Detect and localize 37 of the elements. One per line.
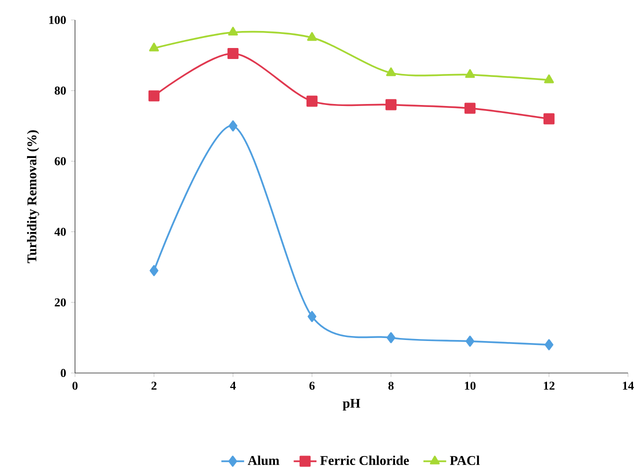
- y-tick-label: 60: [54, 157, 66, 166]
- y-tick-label: 0: [60, 368, 66, 378]
- point: [466, 336, 474, 347]
- y-tick-label: 80: [54, 86, 66, 95]
- point: [386, 332, 396, 344]
- y-tick-label: 20: [54, 298, 66, 306]
- y-tick-label: 100: [49, 16, 66, 24]
- x-tick-label: 12: [544, 382, 554, 390]
- point: [307, 32, 317, 41]
- point: [386, 67, 396, 76]
- x-tick-label: 14: [622, 382, 634, 390]
- point: [228, 26, 238, 36]
- legend-label: Ferric Chloride: [320, 456, 409, 465]
- point: [543, 113, 555, 124]
- point: [308, 310, 316, 322]
- point: [148, 90, 160, 102]
- point: [227, 48, 239, 60]
- x-tick-label: 10: [464, 382, 476, 390]
- legend-label: PACl: [450, 456, 480, 465]
- point: [465, 69, 475, 78]
- point: [544, 74, 554, 84]
- x-axis-title: pH: [342, 398, 360, 411]
- point: [544, 339, 554, 350]
- x-tick-label: 8: [388, 382, 394, 390]
- point: [464, 102, 476, 114]
- legend-label: Alum: [248, 456, 280, 466]
- y-tick-label: 40: [54, 228, 66, 236]
- x-tick-label: 0: [72, 382, 78, 390]
- x-tick-label: 2: [152, 382, 156, 390]
- y-axis-title: Turbidity Removal (%): [27, 130, 40, 264]
- point: [306, 96, 318, 107]
- point: [150, 265, 158, 276]
- point: [385, 99, 397, 110]
- point: [228, 120, 238, 132]
- x-tick-label: 4: [230, 382, 236, 390]
- point: [149, 42, 159, 52]
- x-tick-label: 6: [309, 382, 315, 390]
